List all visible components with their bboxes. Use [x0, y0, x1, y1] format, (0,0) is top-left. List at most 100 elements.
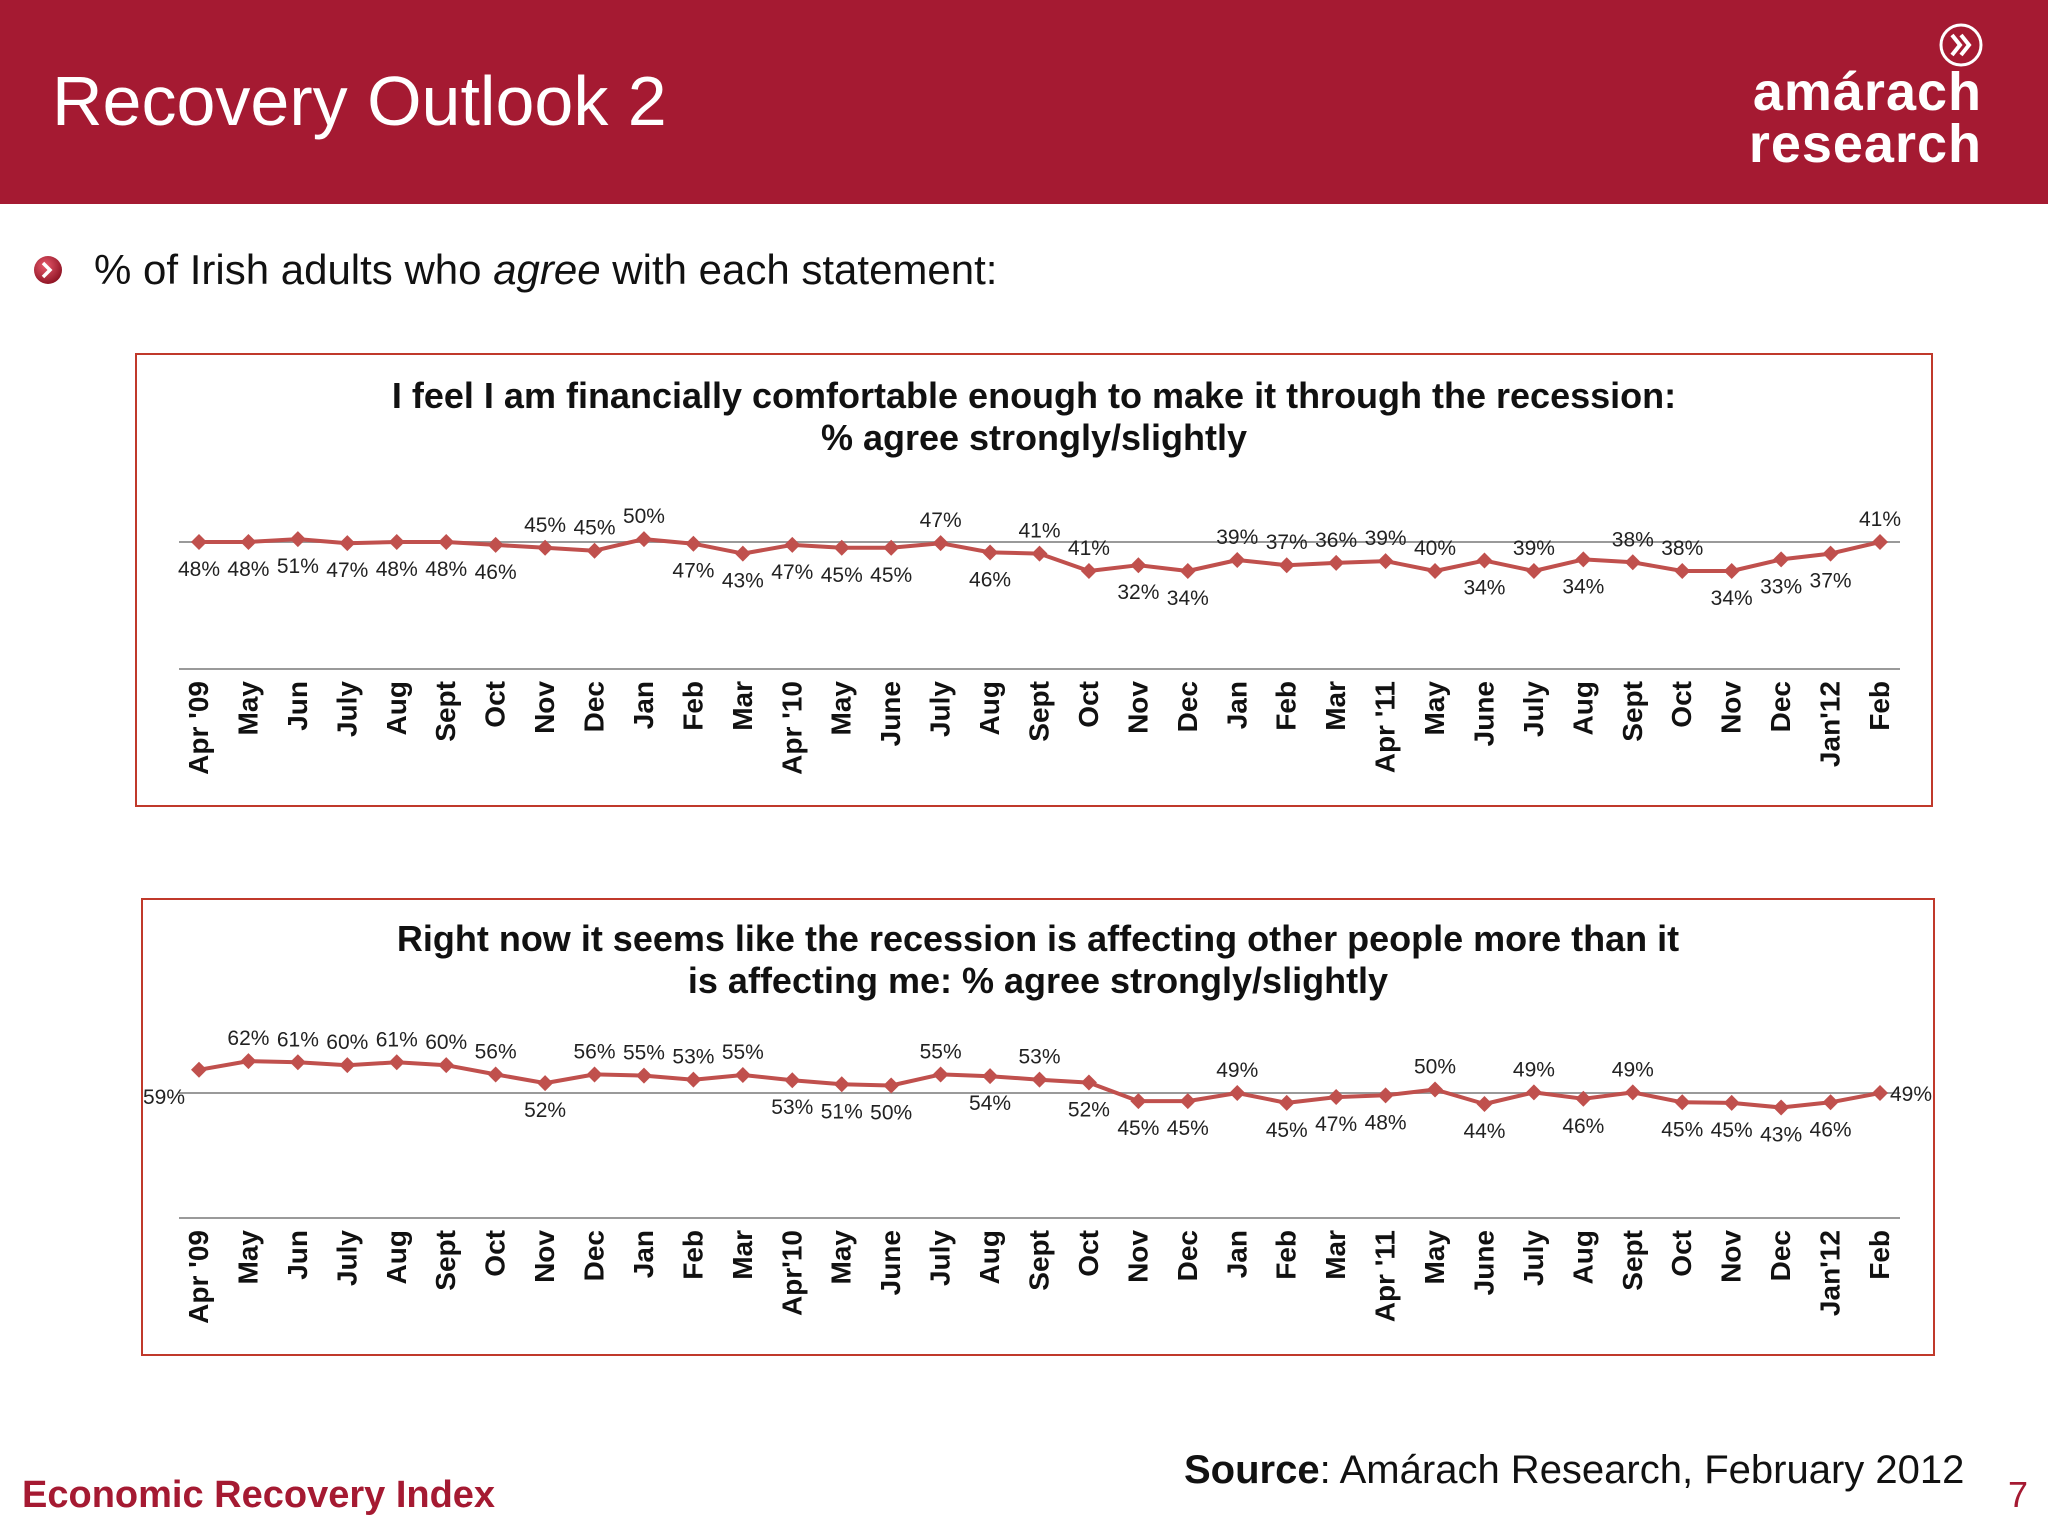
x-tick-label: Feb	[1864, 681, 1895, 731]
data-label: 45%	[821, 564, 863, 587]
data-point-marker	[1130, 557, 1147, 574]
data-label: 47%	[1315, 1113, 1357, 1136]
x-tick-label: Aug	[974, 1230, 1005, 1284]
data-label: 51%	[277, 555, 319, 578]
x-tick-label: Jan'12	[1815, 1230, 1846, 1316]
logo-wordmark: amárach research	[1749, 65, 1982, 171]
data-label: 34%	[1711, 587, 1753, 610]
data-label: 34%	[1167, 587, 1209, 610]
data-point-marker	[1229, 551, 1246, 568]
x-tick-label: May	[1419, 1230, 1450, 1285]
x-tick-label: Mar	[727, 681, 758, 731]
data-label: 52%	[1068, 1099, 1110, 1122]
data-label: 44%	[1463, 1120, 1505, 1143]
data-label: 46%	[1810, 1118, 1852, 1141]
data-label: 48%	[227, 558, 269, 581]
data-point-marker	[883, 1077, 900, 1094]
x-tick-label: May	[826, 681, 857, 736]
data-point-marker	[1278, 1094, 1295, 1111]
x-tick-label: Aug	[381, 681, 412, 735]
x-tick-label: Sept	[1024, 1230, 1055, 1291]
data-label: 59%	[143, 1086, 185, 1109]
x-tick-label: Oct	[1073, 681, 1104, 728]
data-label: 37%	[1810, 570, 1852, 593]
data-point-marker	[487, 1066, 504, 1083]
x-tick-label: Apr'10	[776, 1230, 807, 1316]
data-label: 55%	[722, 1041, 764, 1064]
data-label: 45%	[1661, 1118, 1703, 1141]
data-label: 33%	[1760, 575, 1802, 598]
data-label: 56%	[475, 1040, 517, 1063]
data-label: 46%	[475, 561, 517, 584]
x-tick-label: May	[826, 1230, 857, 1285]
data-point-marker	[1624, 554, 1641, 571]
data-point-marker	[1130, 1093, 1147, 1110]
x-tick-label: Jan	[628, 681, 659, 729]
data-point-marker	[537, 539, 554, 556]
data-label: 49%	[1612, 1058, 1654, 1081]
chart-plot: 59% 62% 61% 60% 61% 60% 56% 52% 56% 55% 53% 55% 53% 5…	[143, 1027, 1932, 1324]
data-point-marker	[1031, 545, 1048, 562]
x-tick-label: Aug	[381, 1230, 412, 1284]
x-tick-label: Apr '10	[776, 681, 807, 775]
x-tick-label: Sept	[1617, 1230, 1648, 1291]
data-label: 61%	[277, 1028, 319, 1051]
data-point-marker	[487, 536, 504, 553]
x-tick-label: July	[925, 1230, 956, 1286]
data-point-marker	[1822, 545, 1839, 562]
x-tick-label: May	[1419, 681, 1450, 736]
data-point-marker	[1525, 563, 1542, 579]
data-point-marker	[932, 1066, 949, 1083]
data-label: 50%	[870, 1101, 912, 1124]
data-point-marker	[240, 1053, 257, 1070]
data-point-marker	[339, 1057, 356, 1074]
data-label: 41%	[1068, 537, 1110, 560]
data-point-marker	[1476, 1096, 1493, 1113]
data-label: 48%	[376, 558, 418, 581]
data-point-marker	[1872, 1085, 1888, 1101]
data-label: 49%	[1216, 1059, 1258, 1082]
data-label: 49%	[1890, 1083, 1932, 1106]
x-tick-label: July	[1518, 681, 1549, 737]
x-tick-label: Apr '09	[183, 1230, 214, 1324]
data-label: 41%	[1859, 508, 1901, 531]
bullet-text-pre: % of Irish adults who	[94, 246, 494, 293]
x-tick-label: Sept	[1617, 681, 1648, 742]
data-label: 48%	[178, 558, 220, 581]
data-label: 34%	[1463, 577, 1505, 600]
bullet-text: % of Irish adults who agree with each st…	[94, 240, 997, 300]
chart-title: Right now it seems like the recession is…	[143, 918, 1933, 1002]
data-label: 45%	[1117, 1117, 1159, 1140]
chart-title-line: Right now it seems like the recession is…	[396, 918, 1680, 959]
data-point-marker	[1179, 1093, 1196, 1110]
data-point-marker	[1872, 534, 1888, 550]
data-label: 48%	[425, 558, 467, 581]
data-point-marker	[1080, 1074, 1097, 1091]
chart-recession-affecting-others: Right now it seems like the recession is…	[141, 898, 1935, 1356]
data-point-marker	[784, 536, 801, 553]
data-label: 53%	[771, 1096, 813, 1119]
data-point-marker	[833, 539, 850, 556]
x-tick-label: Feb	[1271, 681, 1302, 731]
x-tick-label: Jan	[628, 1230, 659, 1278]
x-tick-label: July	[925, 681, 956, 737]
bullet-text-emphasis: agree	[493, 246, 601, 293]
data-point-marker	[833, 1076, 850, 1093]
x-tick-label: Mar	[727, 1230, 758, 1280]
data-label: 55%	[623, 1042, 665, 1065]
data-point-marker	[1229, 1085, 1246, 1101]
data-label: 47%	[771, 561, 813, 584]
chevron-circle-icon	[1939, 23, 1983, 67]
x-tick-label: Nov	[529, 1230, 560, 1283]
chart-title: I feel I am financially comfortable enou…	[137, 375, 1931, 459]
data-point-marker	[1031, 1071, 1048, 1088]
data-label: 36%	[1315, 529, 1357, 552]
x-tick-label: Sept	[430, 681, 461, 742]
data-point-marker	[1328, 1089, 1345, 1106]
x-tick-label: Aug	[1567, 1230, 1598, 1284]
data-point-marker	[1377, 553, 1394, 570]
data-point-marker	[1624, 1084, 1641, 1101]
x-tick-label: Dec	[1765, 681, 1796, 732]
x-tick-label: Oct	[480, 1230, 511, 1277]
data-label: 39%	[1216, 526, 1258, 549]
